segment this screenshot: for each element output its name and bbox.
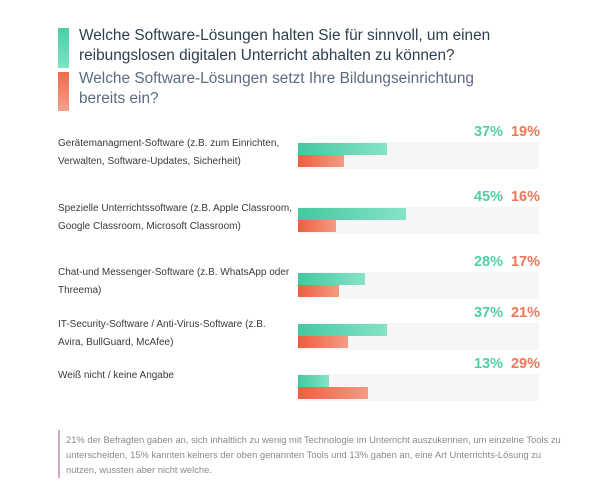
bar-eingesetzt (298, 155, 344, 167)
data-label-eingesetzt: 17% (510, 254, 540, 270)
bar-sinnvoll (298, 273, 366, 285)
note-divider (58, 430, 60, 478)
data-label-sinnvoll: 13% (473, 356, 503, 372)
legend-swatch-red (58, 72, 69, 111)
data-label-eingesetzt: 19% (510, 124, 540, 140)
category-label: Gerätemanagment-Software (z.B. zum Einri… (58, 138, 280, 167)
category-label: Weiß nicht / keine Angabe (58, 370, 174, 381)
legend-swatch-green (58, 28, 69, 68)
data-label-eingesetzt: 29% (510, 356, 540, 372)
bar-eingesetzt (298, 220, 337, 232)
bar-eingesetzt (298, 336, 349, 348)
category-label: Chat-und Messenger-Software (z.B. WhatsA… (58, 267, 290, 296)
bar-eingesetzt (298, 387, 368, 399)
category-label: IT-Security-Software / Anti-Virus-Softwa… (58, 319, 266, 348)
data-label-eingesetzt: 16% (510, 189, 540, 205)
bar-eingesetzt (298, 285, 339, 297)
data-label-eingesetzt: 21% (510, 305, 540, 321)
data-label-sinnvoll: 45% (473, 189, 503, 205)
data-label-sinnvoll: 37% (473, 124, 503, 140)
data-label-sinnvoll: 37% (473, 305, 503, 321)
bar-sinnvoll (298, 324, 387, 336)
category-label: Spezielle Unterrichtssoftware (z.B. Appl… (58, 203, 292, 232)
data-label-sinnvoll: 28% (473, 254, 503, 270)
bar-sinnvoll (298, 143, 387, 155)
footnote: 21% der Befragten gaben an, sich inhaltl… (66, 434, 561, 475)
legend-label-sinnvoll: Welche Software-Lösungen halten Sie für … (79, 27, 491, 64)
bar-sinnvoll (298, 208, 406, 220)
bar-sinnvoll (298, 375, 330, 387)
legend-label-eingesetzt: Welche Software-Lösungen setzt Ihre Bild… (79, 70, 474, 107)
